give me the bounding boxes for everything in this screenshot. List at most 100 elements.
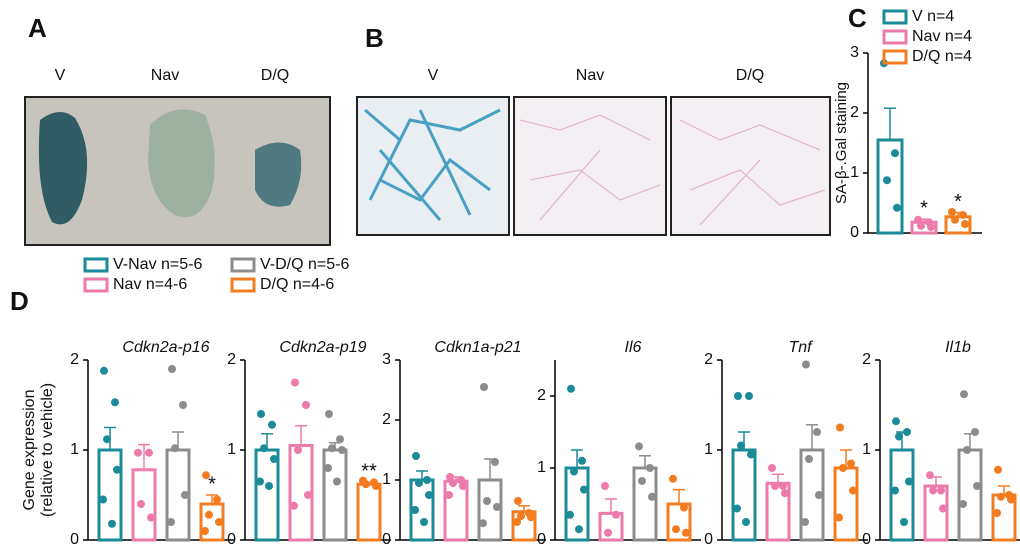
data-point <box>580 485 588 494</box>
data-point <box>567 384 575 393</box>
significance: * <box>208 473 216 495</box>
y-tick-label: 0 <box>537 531 546 548</box>
bar <box>731 448 757 542</box>
bar <box>97 448 123 542</box>
data-point <box>1007 495 1015 504</box>
data-point <box>527 513 535 522</box>
panel-label: D <box>10 286 29 316</box>
data-point <box>951 215 959 224</box>
y-tick-label: 3 <box>850 44 859 61</box>
y-tick-label: 1 <box>537 459 546 476</box>
y-tick-label: 1 <box>382 471 391 488</box>
chart-title: Cdkn2a-p19 <box>279 339 366 356</box>
bar <box>598 511 624 542</box>
legend-swatch <box>882 49 908 65</box>
data-point <box>265 482 273 490</box>
y-tick-label: 2 <box>850 104 859 121</box>
data-point <box>959 211 967 219</box>
data-point <box>768 464 776 472</box>
data-point <box>108 519 116 528</box>
panel-label: A <box>28 13 47 43</box>
data-point <box>672 525 680 534</box>
chart-title: Cdkn2a-p16 <box>122 339 209 356</box>
image-label: D/Q <box>261 67 289 84</box>
bar <box>910 220 938 235</box>
legend-swatch <box>230 277 256 293</box>
y-tick-label: 1 <box>704 441 713 458</box>
data-point <box>99 495 107 504</box>
legend-label: V n=4 <box>912 8 954 25</box>
data-point <box>338 446 346 454</box>
data-point <box>601 482 609 490</box>
data-point <box>302 401 310 409</box>
y-tick-label: 2 <box>704 351 713 368</box>
image-label: V <box>55 67 66 84</box>
bar <box>632 466 658 542</box>
data-point <box>742 518 750 526</box>
bar <box>944 215 972 235</box>
micrograph-b <box>356 96 831 236</box>
bar <box>511 510 537 542</box>
photo-a <box>24 96 331 246</box>
data-point <box>771 482 779 490</box>
data-point <box>168 365 176 373</box>
y-axis-label: Gene expression <box>21 390 38 511</box>
data-point <box>604 528 612 537</box>
legend-swatch <box>882 29 908 45</box>
significance: ** <box>361 461 377 483</box>
data-point <box>480 383 488 391</box>
data-point <box>646 464 654 472</box>
data-point <box>669 474 677 483</box>
data-point <box>201 527 209 535</box>
data-point <box>682 528 690 537</box>
legend-label: Nav n=4-6 <box>113 276 187 293</box>
data-point <box>745 392 753 400</box>
data-point <box>638 476 646 485</box>
data-point <box>425 491 433 499</box>
data-point <box>291 378 299 387</box>
data-point <box>839 464 847 472</box>
data-point <box>100 366 108 375</box>
panel-label: C <box>848 3 867 33</box>
data-point <box>733 504 741 513</box>
y-tick-label: 2 <box>382 411 391 428</box>
legend-label: D/Q n=4-6 <box>260 276 334 293</box>
bar <box>564 466 590 542</box>
data-point <box>103 435 111 444</box>
data-point <box>483 497 491 505</box>
image-label: Nav <box>151 67 179 84</box>
data-point <box>415 479 423 487</box>
chart-title: Il1b <box>945 339 971 356</box>
data-point <box>328 444 336 453</box>
data-point <box>802 360 810 369</box>
data-point <box>171 444 179 453</box>
data-point <box>927 223 935 231</box>
data-point <box>517 512 525 520</box>
y-tick-label: 0 <box>227 531 236 548</box>
data-point <box>734 392 742 400</box>
data-point <box>612 510 620 519</box>
data-point <box>961 220 969 228</box>
data-point <box>113 465 121 474</box>
data-point <box>362 480 370 489</box>
bar <box>833 466 859 542</box>
data-point <box>205 510 213 519</box>
data-point <box>993 509 1001 517</box>
data-point <box>801 518 809 526</box>
data-point <box>815 491 823 499</box>
data-point <box>181 491 189 499</box>
bar <box>876 138 904 235</box>
data-point <box>578 456 586 465</box>
data-point <box>137 500 145 508</box>
data-point <box>847 459 855 468</box>
y-tick-label: 2 <box>70 351 79 368</box>
legend-label: Nav n=4 <box>912 28 972 45</box>
data-point <box>202 471 210 480</box>
chart-title: Il6 <box>625 339 642 356</box>
data-point <box>268 420 276 429</box>
data-point <box>420 518 428 526</box>
image-label: D/Q <box>736 67 764 84</box>
y-tick-label: 2 <box>227 351 236 368</box>
data-point <box>325 410 333 418</box>
